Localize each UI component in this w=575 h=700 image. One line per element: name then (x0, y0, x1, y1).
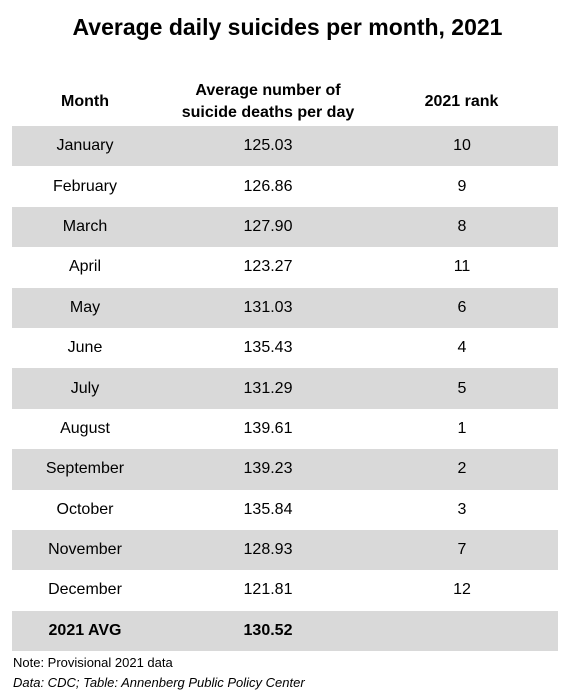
cell-rank: 8 (457, 217, 467, 235)
table-row: July 131.29 5 (12, 368, 558, 409)
cell-month: April (68, 258, 101, 276)
footnote: Note: Provisional 2021 data (13, 655, 173, 670)
cell-average: 135.43 (243, 339, 293, 357)
data-table: January 125.03 10 February 126.86 9 Marc… (12, 126, 558, 652)
cell-month: May (69, 298, 101, 316)
source-credit: Data: CDC; Table: Annenberg Public Polic… (13, 675, 305, 690)
table-row: September 139.23 2 (12, 449, 558, 490)
table-row: October 135.84 3 (12, 490, 558, 530)
cell-average: 131.29 (243, 379, 293, 397)
cell-average: 135.84 (243, 500, 293, 518)
cell-average: 127.90 (243, 217, 293, 235)
cell-rank: 6 (457, 298, 467, 316)
cell-total-label: 2021 AVG (48, 621, 122, 639)
cell-rank: 9 (457, 177, 467, 195)
cell-rank: 1 (457, 419, 467, 437)
header-rank: 2021 rank (424, 93, 499, 110)
cell-rank: 11 (453, 258, 471, 276)
cell-month: November (48, 541, 122, 559)
cell-rank: 4 (457, 339, 467, 357)
cell-month: September (45, 460, 125, 478)
header-average-line2: suicide deaths per day (181, 104, 355, 121)
cell-month: December (48, 581, 122, 599)
table-row: January 125.03 10 (12, 126, 558, 167)
table-row: June 135.43 4 (12, 328, 558, 368)
cell-average: 128.93 (243, 541, 293, 559)
table-row: December 121.81 12 (12, 570, 558, 610)
cell-average: 121.81 (243, 581, 293, 599)
cell-month: October (56, 500, 114, 518)
cell-rank: 2 (457, 460, 467, 478)
cell-month: August (60, 419, 110, 437)
cell-month: July (70, 379, 100, 397)
cell-average: 139.61 (243, 419, 293, 437)
cell-average: 131.03 (243, 298, 293, 316)
cell-average: 123.27 (243, 258, 293, 276)
cell-rank: 3 (457, 500, 467, 518)
cell-rank: 7 (457, 541, 467, 559)
table-row-total: 2021 AVG 130.52 (12, 610, 558, 652)
cell-month: February (52, 177, 118, 195)
cell-average: 139.23 (243, 460, 293, 478)
table-title: Average daily suicides per month, 2021 (72, 14, 503, 40)
header-average: Average number of suicide deaths per day (158, 78, 378, 126)
cell-rank: 5 (457, 379, 467, 397)
table-row: March 127.90 8 (12, 206, 558, 248)
cell-average: 126.86 (243, 177, 293, 195)
table-row: February 126.86 9 (12, 166, 558, 206)
cell-month: March (62, 217, 108, 235)
cell-month: June (67, 339, 103, 357)
table-row: April 123.27 11 (12, 247, 558, 287)
table-row: November 128.93 7 (12, 529, 558, 571)
cell-rank: 12 (453, 581, 471, 599)
cell-average: 125.03 (243, 137, 293, 155)
cell-total-average: 130.52 (243, 621, 293, 639)
table-row: May 131.03 6 (12, 287, 558, 328)
cell-rank: 10 (453, 137, 471, 155)
cell-month: January (56, 137, 114, 155)
header-average-line1: Average number of (195, 82, 341, 99)
table-row: August 139.61 1 (12, 409, 558, 449)
header-month: Month (61, 93, 109, 110)
